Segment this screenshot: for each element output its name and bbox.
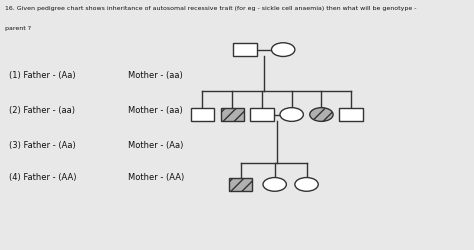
Bar (220, 108, 244, 122)
Text: 16. Given pedigree chart shows inheritance of autosomal recessive trait (for eg : 16. Given pedigree chart shows inheritan… (5, 6, 417, 11)
Circle shape (295, 178, 318, 192)
Bar (339, 108, 363, 122)
Bar (229, 178, 252, 192)
Text: Mother - (aa): Mother - (aa) (128, 106, 183, 114)
Text: parent ?: parent ? (5, 26, 31, 30)
Text: (4) Father - (AA): (4) Father - (AA) (9, 173, 77, 182)
Text: Mother - (AA): Mother - (AA) (128, 173, 184, 182)
Bar (191, 108, 214, 122)
Bar (233, 44, 256, 57)
Text: Mother - (Aa): Mother - (Aa) (128, 140, 183, 149)
Circle shape (310, 108, 333, 122)
Text: Mother - (aa): Mother - (aa) (128, 71, 183, 80)
Circle shape (263, 178, 286, 192)
Circle shape (280, 108, 303, 122)
Text: (1) Father - (Aa): (1) Father - (Aa) (9, 71, 76, 80)
Text: (2) Father - (aa): (2) Father - (aa) (9, 106, 75, 114)
Circle shape (272, 44, 295, 57)
Bar (250, 108, 273, 122)
Text: (3) Father - (Aa): (3) Father - (Aa) (9, 140, 76, 149)
